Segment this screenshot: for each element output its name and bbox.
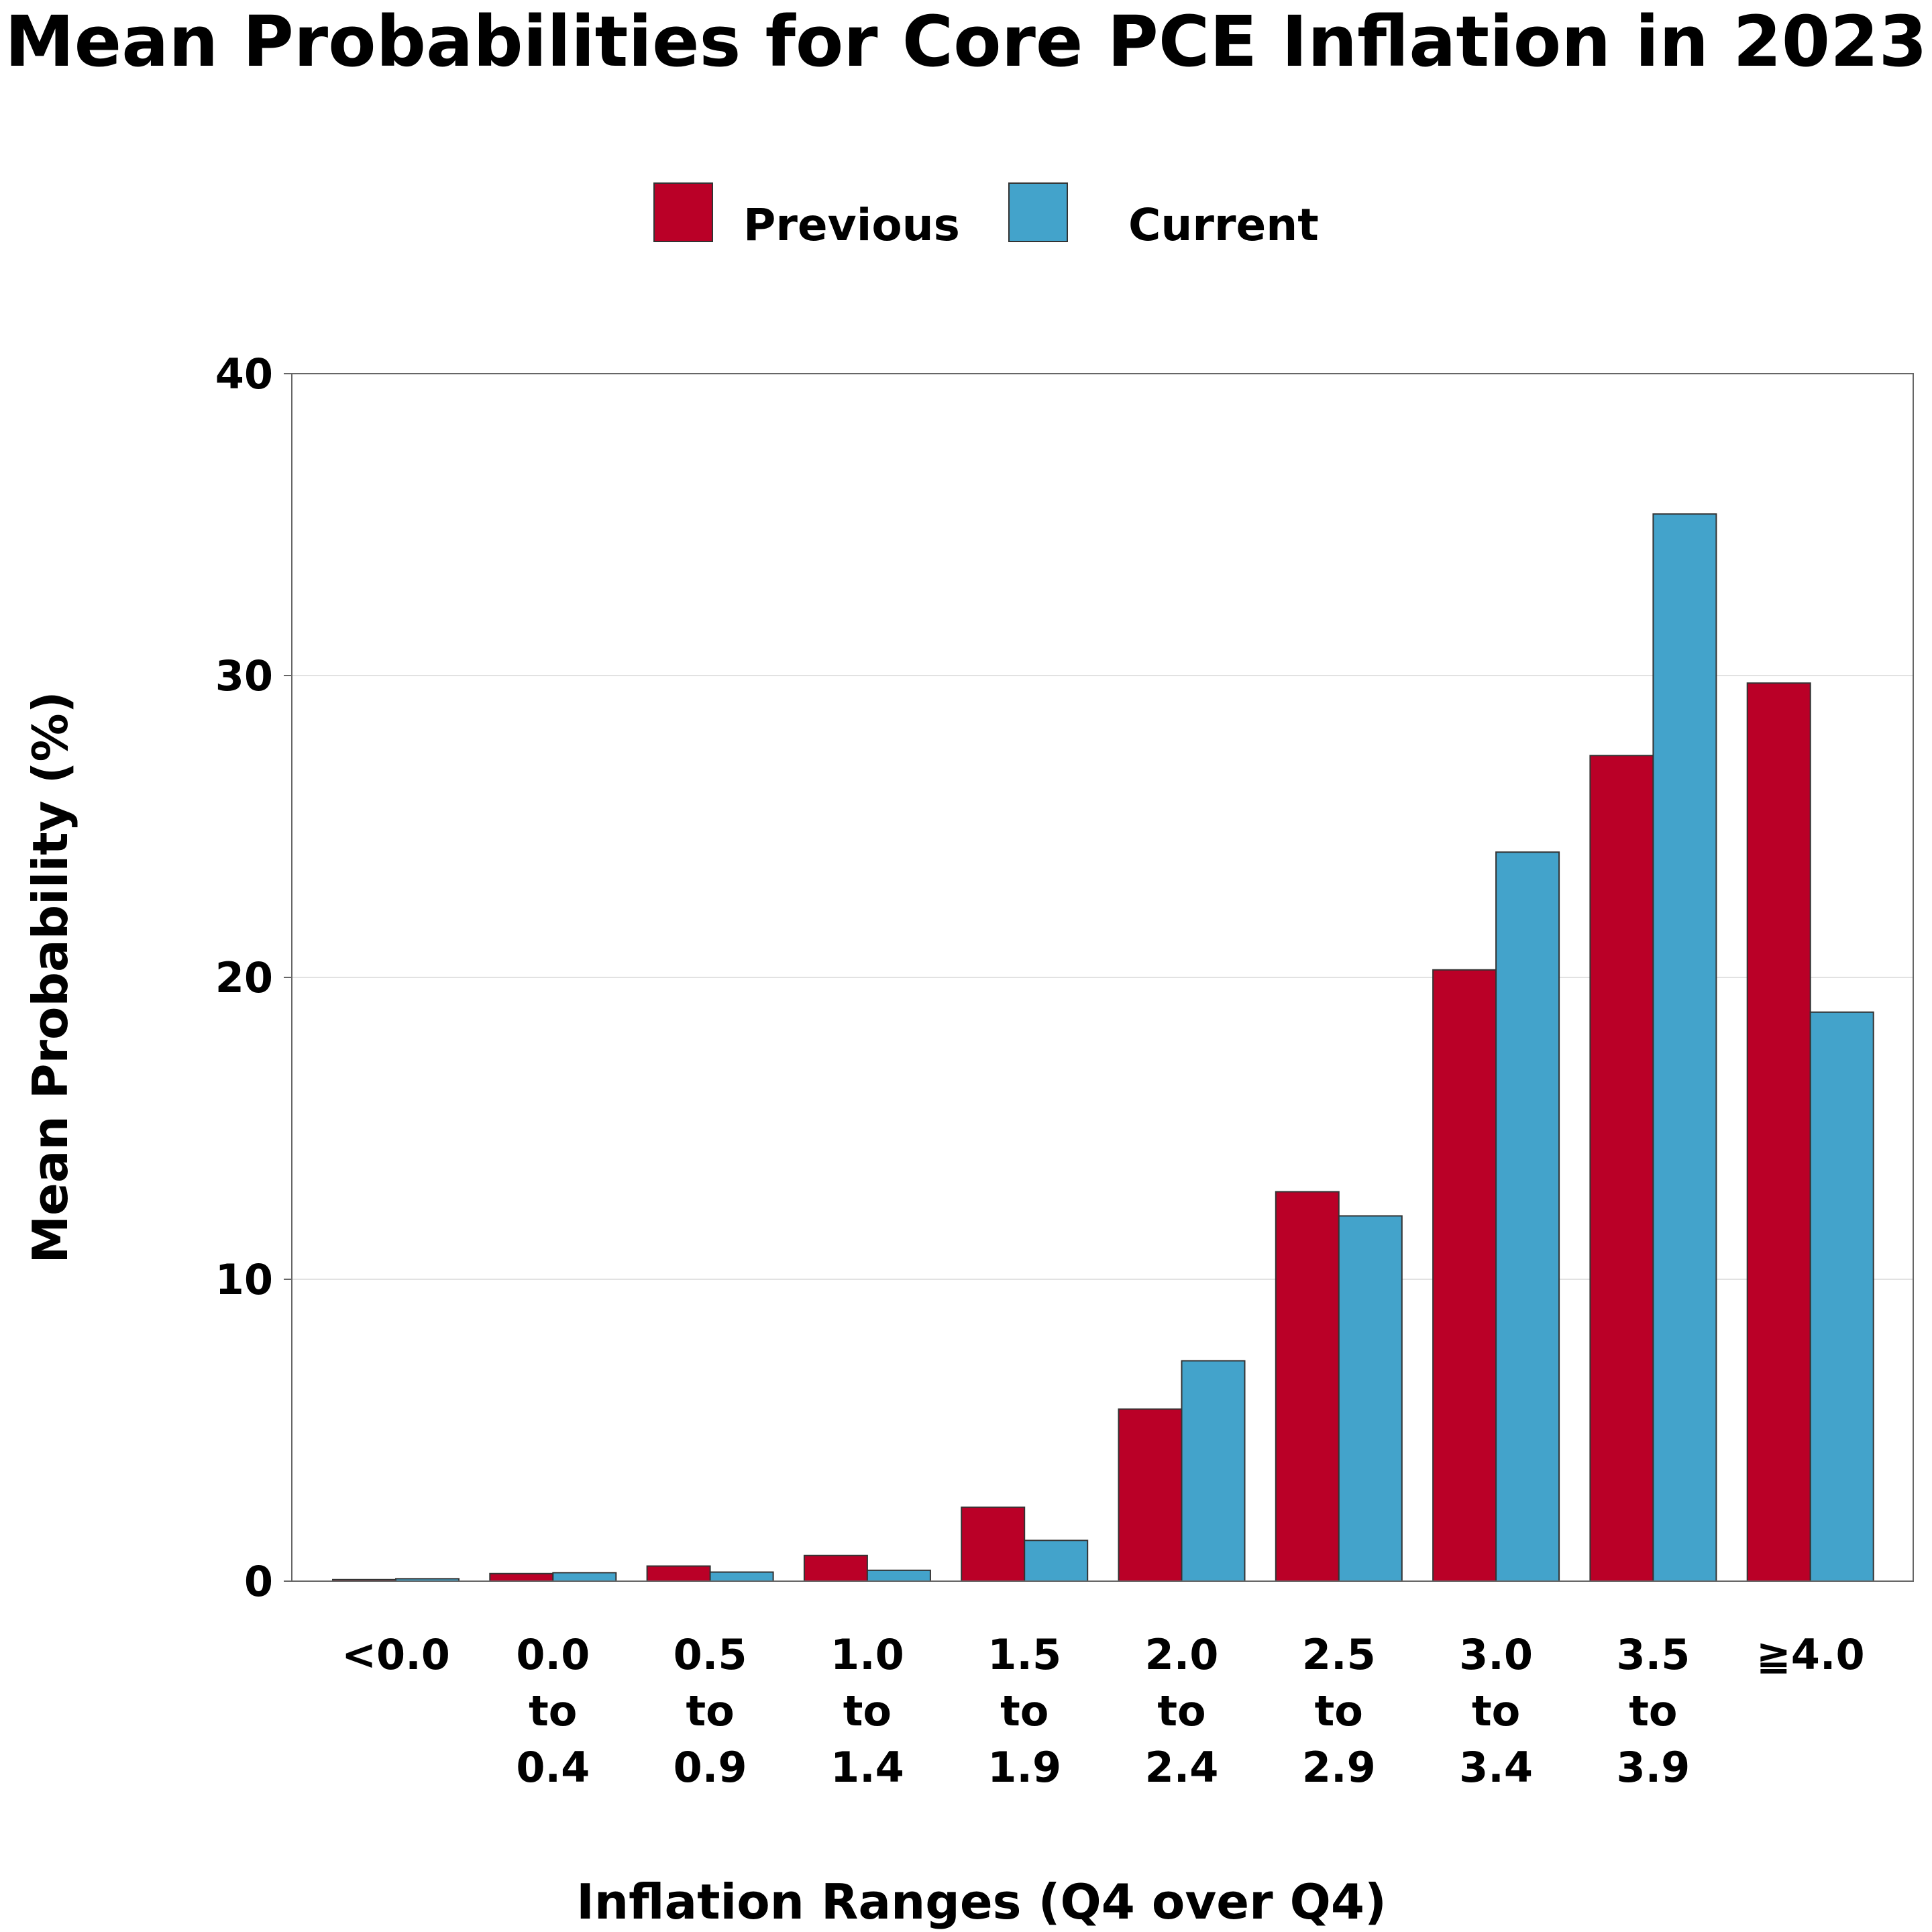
x-category-label: ≧4.0 (1756, 1630, 1865, 1679)
x-category-label: 0.0 to 0.4 (516, 1630, 590, 1792)
bar-previous-5 (1118, 1408, 1183, 1582)
bar-current-2 (709, 1571, 774, 1582)
y-axis: 0 10 20 30 40 (215, 350, 292, 1606)
bar-current-8 (1652, 513, 1717, 1582)
y-tick-label: 10 (215, 1255, 273, 1304)
legend-swatch-current (1008, 182, 1068, 242)
legend-swatch-previous (653, 182, 713, 242)
x-axis: <0.0 0.0 to 0.4 0.5 to 0.9 1.0 to 1.4 1.5 to 1.9 2.0 t… (341, 1630, 1864, 1792)
chart-title: Mean Probabilities for Core PCE Inflatio… (5, 1, 1927, 83)
bar-previous-3 (803, 1554, 868, 1582)
bar-previous-8 (1589, 755, 1654, 1582)
bar-current-6 (1338, 1215, 1403, 1582)
bar-current-7 (1495, 851, 1560, 1582)
bar-current-5 (1181, 1360, 1246, 1582)
y-axis-title: Mean Probability (%) (22, 691, 78, 1263)
x-axis-title: Inflation Ranges (Q4 over Q4) (576, 1874, 1387, 1930)
legend-label-current: Current (1128, 199, 1319, 251)
x-category-label: <0.0 (341, 1630, 450, 1679)
legend-label-previous: Previous (743, 199, 960, 251)
x-category-label: 2.0 to 2.4 (1145, 1630, 1219, 1792)
bar-previous-1 (489, 1572, 554, 1582)
y-tick-label: 40 (215, 350, 273, 398)
bar-previous-9 (1746, 682, 1811, 1582)
x-category-label: 1.0 to 1.4 (830, 1630, 904, 1792)
x-category-label: 3.0 to 3.4 (1459, 1630, 1533, 1792)
bar-current-4 (1024, 1540, 1089, 1582)
bar-current-1 (552, 1572, 617, 1582)
bar-previous-6 (1275, 1191, 1340, 1582)
legend: Previous Current (653, 182, 1319, 251)
bar-previous-7 (1432, 969, 1497, 1582)
y-tick-label: 30 (215, 651, 273, 700)
bar-previous-4 (961, 1506, 1026, 1582)
y-tick-label: 20 (215, 953, 273, 1002)
bars (332, 513, 1874, 1582)
x-category-label: 1.5 to 1.9 (987, 1630, 1061, 1792)
x-category-label: 2.5 to 2.9 (1302, 1630, 1376, 1792)
bar-current-9 (1809, 1011, 1874, 1582)
bar-current-3 (866, 1569, 931, 1582)
x-category-label: 3.5 to 3.9 (1616, 1630, 1690, 1792)
y-tick-label: 0 (244, 1557, 273, 1606)
bar-previous-2 (646, 1565, 711, 1582)
x-category-label: 0.5 to 0.9 (674, 1630, 747, 1792)
